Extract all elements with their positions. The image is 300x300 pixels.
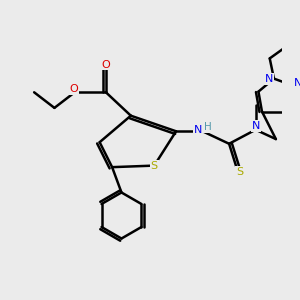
Text: N: N: [294, 78, 300, 88]
Text: N: N: [194, 125, 202, 135]
Text: O: O: [69, 85, 78, 94]
Text: N: N: [265, 74, 273, 84]
Text: S: S: [151, 160, 158, 171]
Text: S: S: [236, 167, 243, 176]
Text: H: H: [204, 122, 212, 132]
Text: N: N: [251, 122, 260, 131]
Text: O: O: [101, 59, 110, 70]
